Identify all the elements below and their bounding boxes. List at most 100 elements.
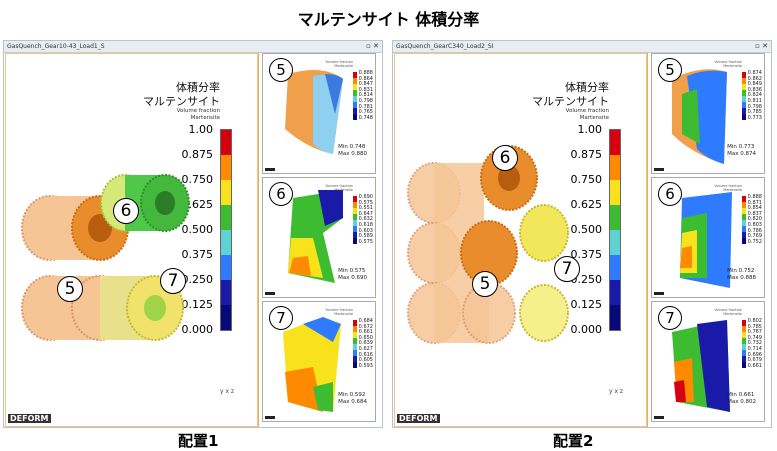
gear-label-7: 7 bbox=[160, 268, 186, 294]
color-scale-bar bbox=[220, 129, 232, 331]
scale-label: 0.750 bbox=[181, 173, 214, 186]
viewer-window-config1[interactable]: GasQuench_Gear10-43_Load1_S ▫ ✕ 体積分率 マルテ… bbox=[3, 40, 383, 428]
mini-logo bbox=[265, 168, 275, 171]
scale-label: 0.375 bbox=[570, 248, 603, 261]
mini-scale-values: 0.888 0.871 0.854 0.837 0.820 0.803 0.786 0.769… bbox=[747, 194, 762, 245]
min-max-readout: Min 0.773 Max 0.874 bbox=[727, 144, 756, 157]
scale-label: 0.375 bbox=[181, 248, 214, 261]
window-controls[interactable]: ▫ ✕ bbox=[755, 42, 768, 50]
caption-config1: 配置1 bbox=[178, 432, 219, 450]
scale-label: 0.250 bbox=[181, 273, 214, 286]
page-title: マルテンサイト 体積分率 bbox=[297, 10, 480, 29]
legend-title-en1: Volume fraction bbox=[176, 108, 220, 114]
gear-assembly-render[interactable] bbox=[394, 123, 594, 373]
gear-section-render bbox=[288, 190, 343, 283]
mini-color-bar bbox=[353, 72, 357, 120]
mini-logo bbox=[654, 168, 664, 171]
scale-label: 1.00 bbox=[577, 123, 603, 136]
mini-logo bbox=[654, 416, 664, 419]
sub-view-6[interactable]: 6 Volume fraction Martensite 0.690 0.575 0.… bbox=[262, 177, 376, 298]
scale-label: 0.000 bbox=[181, 323, 214, 336]
mini-color-bar bbox=[742, 196, 746, 244]
mini-logo bbox=[654, 292, 664, 295]
caption-config2: 配置2 bbox=[553, 432, 594, 450]
mini-scale-values: 0.690 0.575 0.551 0.647 0.632 0.618 0.603 0.589… bbox=[358, 194, 373, 245]
scale-label: 0.750 bbox=[570, 173, 603, 186]
window-title: GasQuench_Gear10-43_Load1_S bbox=[7, 43, 105, 50]
gear-label-6: 6 bbox=[113, 198, 139, 224]
window-controls[interactable]: ▫ ✕ bbox=[366, 42, 379, 50]
gear-section-render bbox=[680, 192, 732, 288]
mini-scale-values: 0.874 0.862 0.849 0.836 0.824 0.811 0.798 0.785… bbox=[747, 70, 762, 121]
mini-legend-title: Volume fraction Martensite bbox=[325, 60, 353, 68]
window-titlebar[interactable]: GasQuench_Gear10-43_Load1_S ▫ ✕ bbox=[4, 41, 382, 53]
legend-title-jp2: マルテンサイト bbox=[143, 95, 220, 108]
scale-label: 0.000 bbox=[570, 323, 603, 336]
scale-label: 1.00 bbox=[188, 123, 214, 136]
gear-label-7: 7 bbox=[554, 256, 580, 282]
mini-color-bar bbox=[353, 196, 357, 244]
scale-label: 0.625 bbox=[570, 198, 603, 211]
min-max-readout: Min 0.575 Max 0.690 bbox=[338, 268, 367, 281]
mini-scale-values: 0.684 0.672 0.661 0.650 0.639 0.627 0.616 0.605… bbox=[358, 318, 373, 369]
axis-triad-icon: y x z bbox=[609, 388, 624, 395]
legend-title-en2: Martensite bbox=[190, 115, 220, 121]
gear-section-render bbox=[285, 70, 343, 154]
min-max-readout: Min 0.661 Max 0.802 bbox=[727, 392, 756, 405]
sub-view-number: 6 bbox=[658, 182, 682, 206]
min-max-readout: Min 0.752 Max 0.888 bbox=[727, 268, 756, 281]
scale-label: 0.250 bbox=[570, 273, 603, 286]
gear-section-render bbox=[283, 317, 341, 412]
legend-title-jp1: 体積分率 bbox=[176, 81, 220, 94]
legend-title-jp1: 体積分率 bbox=[565, 81, 609, 94]
mini-scale-values: 0.802 0.785 0.767 0.749 0.732 0.714 0.696 0.679… bbox=[747, 318, 762, 369]
main-viewport[interactable]: 体積分率 マルテンサイト Volume fraction Martensite … bbox=[394, 53, 648, 427]
sub-view-number: 7 bbox=[269, 306, 293, 330]
legend-title-en1: Volume fraction bbox=[565, 108, 609, 114]
scale-label: 0.500 bbox=[570, 223, 603, 236]
min-max-readout: Min 0.592 Max 0.684 bbox=[338, 392, 367, 405]
sub-view-number: 5 bbox=[269, 58, 293, 82]
sub-view-5[interactable]: 5 Volume fraction Martensite 0.874 0.862 0.… bbox=[651, 53, 765, 174]
scale-label: 0.875 bbox=[181, 148, 214, 161]
mini-legend-title: Volume fraction Martensite bbox=[714, 184, 742, 192]
sub-view-6[interactable]: 6 Volume fraction Martensite 0.888 0.871 0.… bbox=[651, 177, 765, 298]
scale-label: 0.125 bbox=[570, 298, 603, 311]
gear-section-render bbox=[672, 320, 730, 412]
scale-label: 0.500 bbox=[181, 223, 214, 236]
sub-view-number: 5 bbox=[658, 58, 682, 82]
sub-view-5[interactable]: 5 Volume fraction Martensite 0.888 0.864 0.… bbox=[262, 53, 376, 174]
sub-view-7[interactable]: 7 Volume fraction Martensite 0.684 0.672 0.… bbox=[262, 301, 376, 422]
window-titlebar[interactable]: GasQuench_GearC340_Load2_SI ▫ ✕ bbox=[393, 41, 771, 53]
mini-logo bbox=[265, 416, 275, 419]
sub-view-number: 6 bbox=[269, 182, 293, 206]
mini-color-bar bbox=[742, 320, 746, 368]
mini-color-bar bbox=[742, 72, 746, 120]
deform-logo: DEFORM bbox=[397, 414, 440, 423]
mini-legend-title: Volume fraction Martensite bbox=[714, 60, 742, 68]
gear-section-render bbox=[672, 69, 727, 164]
min-max-readout: Min 0.748 Max 0.880 bbox=[338, 144, 367, 157]
deform-logo: DEFORM bbox=[8, 414, 51, 423]
sub-view-number: 7 bbox=[658, 306, 682, 330]
scale-label: 0.875 bbox=[570, 148, 603, 161]
gear-label-5: 5 bbox=[57, 276, 83, 302]
gear-assembly-render[interactable] bbox=[5, 133, 205, 363]
gear-label-5: 5 bbox=[472, 271, 498, 297]
mini-scale-values: 0.888 0.864 0.847 0.831 0.814 0.798 0.781 0.765… bbox=[358, 70, 373, 121]
mini-color-bar bbox=[353, 320, 357, 368]
scale-label: 0.125 bbox=[181, 298, 214, 311]
color-scale-bar bbox=[609, 129, 621, 331]
axis-triad-icon: y x z bbox=[220, 388, 235, 395]
mini-legend-title: Volume fraction Martensite bbox=[325, 184, 353, 192]
mini-legend-title: Volume fraction Martensite bbox=[325, 308, 353, 316]
sub-view-7[interactable]: 7 Volume fraction Martensite 0.802 0.785 0.… bbox=[651, 301, 765, 422]
legend-title-en2: Martensite bbox=[579, 115, 609, 121]
main-viewport[interactable]: 体積分率 マルテンサイト Volume fraction Martensite … bbox=[5, 53, 259, 427]
gear-label-6: 6 bbox=[492, 145, 518, 171]
mini-legend-title: Volume fraction Martensite bbox=[714, 308, 742, 316]
window-title: GasQuench_GearC340_Load2_SI bbox=[396, 43, 494, 50]
viewer-window-config2[interactable]: GasQuench_GearC340_Load2_SI ▫ ✕ 体積分率 マルテ… bbox=[392, 40, 772, 428]
legend-title-jp2: マルテンサイト bbox=[532, 95, 609, 108]
mini-logo bbox=[265, 292, 275, 295]
